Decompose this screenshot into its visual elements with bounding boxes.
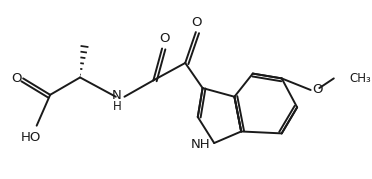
Text: NH: NH (191, 139, 211, 151)
Text: H: H (113, 100, 122, 113)
Text: O: O (159, 32, 169, 45)
Text: O: O (192, 16, 202, 29)
Text: CH₃: CH₃ (349, 72, 371, 85)
Text: HO: HO (21, 131, 41, 144)
Text: O: O (11, 72, 22, 85)
Text: O: O (312, 83, 323, 96)
Text: N: N (112, 89, 122, 102)
